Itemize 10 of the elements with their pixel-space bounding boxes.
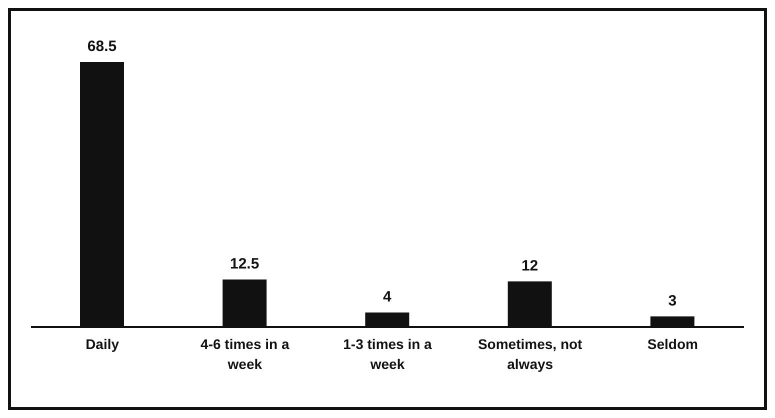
data-label: 3 <box>668 292 677 310</box>
data-label: 12.5 <box>230 255 260 272</box>
x-tick-label: 4-6 times in a week <box>200 336 290 372</box>
x-tick-label: Sometimes, not always <box>478 336 583 372</box>
data-label: 68.5 <box>87 38 117 55</box>
data-label: 4 <box>383 288 392 306</box>
x-tick-label: Daily <box>86 336 120 352</box>
data-label: 12 <box>521 257 538 274</box>
x-tick-label: 1-3 times in a week <box>343 336 432 372</box>
x-tick-label: Seldom <box>647 336 698 352</box>
